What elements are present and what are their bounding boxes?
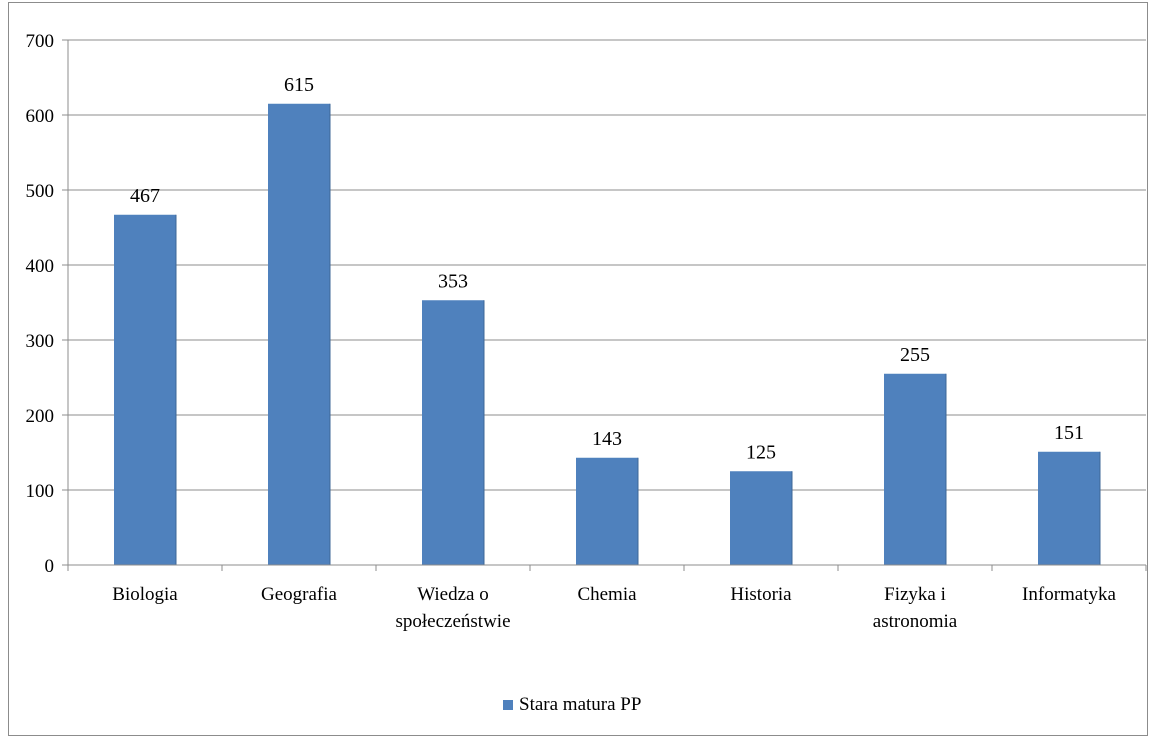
bar: [884, 373, 946, 565]
x-tick-label: Geografia: [261, 584, 338, 605]
x-axis-tick-labels: Biologia Geografia Wiedza o społeczeństwie C…: [112, 584, 1116, 632]
x-tick-label-line: astronomia: [873, 611, 958, 632]
x-tick-label-line: Historia: [730, 584, 792, 605]
x-tick-label-line: Geografia: [261, 584, 338, 605]
legend-swatch: [503, 700, 513, 710]
x-tick-label-line: społeczeństwie: [395, 611, 510, 632]
chart-frame: [8, 2, 1148, 736]
data-label: 353: [438, 270, 468, 292]
x-tick-label-line: Fizyka i: [884, 584, 946, 605]
y-tick-label: 600: [26, 106, 55, 127]
data-labels: 467 615 353 143 125 255 151: [130, 74, 1084, 464]
data-label: 255: [900, 344, 930, 366]
x-tick-label-line: Chemia: [577, 584, 637, 605]
x-tick-label: Informatyka: [1022, 584, 1116, 605]
gridlines: [68, 39, 1146, 491]
data-label: 125: [746, 441, 776, 463]
y-tick-label: 300: [26, 331, 55, 352]
bar: [730, 471, 792, 565]
data-label: 467: [130, 185, 160, 207]
legend-label: Stara matura PP: [519, 694, 642, 715]
y-tick-label: 400: [26, 256, 55, 277]
y-tick-label: 700: [26, 31, 55, 52]
x-tick-label: Wiedza o społeczeństwie: [395, 584, 510, 632]
axes: [62, 39, 1147, 571]
bar: [268, 103, 330, 565]
data-label: 143: [592, 428, 622, 450]
data-label: 151: [1054, 422, 1084, 444]
bar: [576, 457, 638, 565]
x-tick-label-line: Wiedza o: [417, 584, 489, 605]
bar: [422, 300, 484, 565]
bar: [114, 214, 176, 565]
x-tick-label: Chemia: [577, 584, 637, 605]
x-tick-label: Historia: [730, 584, 792, 605]
data-label: 615: [284, 74, 314, 96]
x-tick-label: Biologia: [112, 584, 178, 605]
legend: Stara matura PP: [503, 693, 641, 717]
bar: [1038, 451, 1100, 565]
y-tick-label: 500: [26, 181, 55, 202]
y-tick-label: 200: [26, 406, 55, 427]
y-tick-label: 0: [45, 556, 55, 577]
bars: [114, 103, 1101, 565]
x-tick-label-line: Informatyka: [1022, 584, 1116, 605]
y-axis-tick-labels: 0 100 200 300 400 500 600 700: [26, 31, 55, 577]
y-tick-label: 100: [26, 481, 55, 502]
x-tick-label: Fizyka i astronomia: [873, 584, 958, 632]
x-tick-label-line: Biologia: [112, 584, 178, 605]
